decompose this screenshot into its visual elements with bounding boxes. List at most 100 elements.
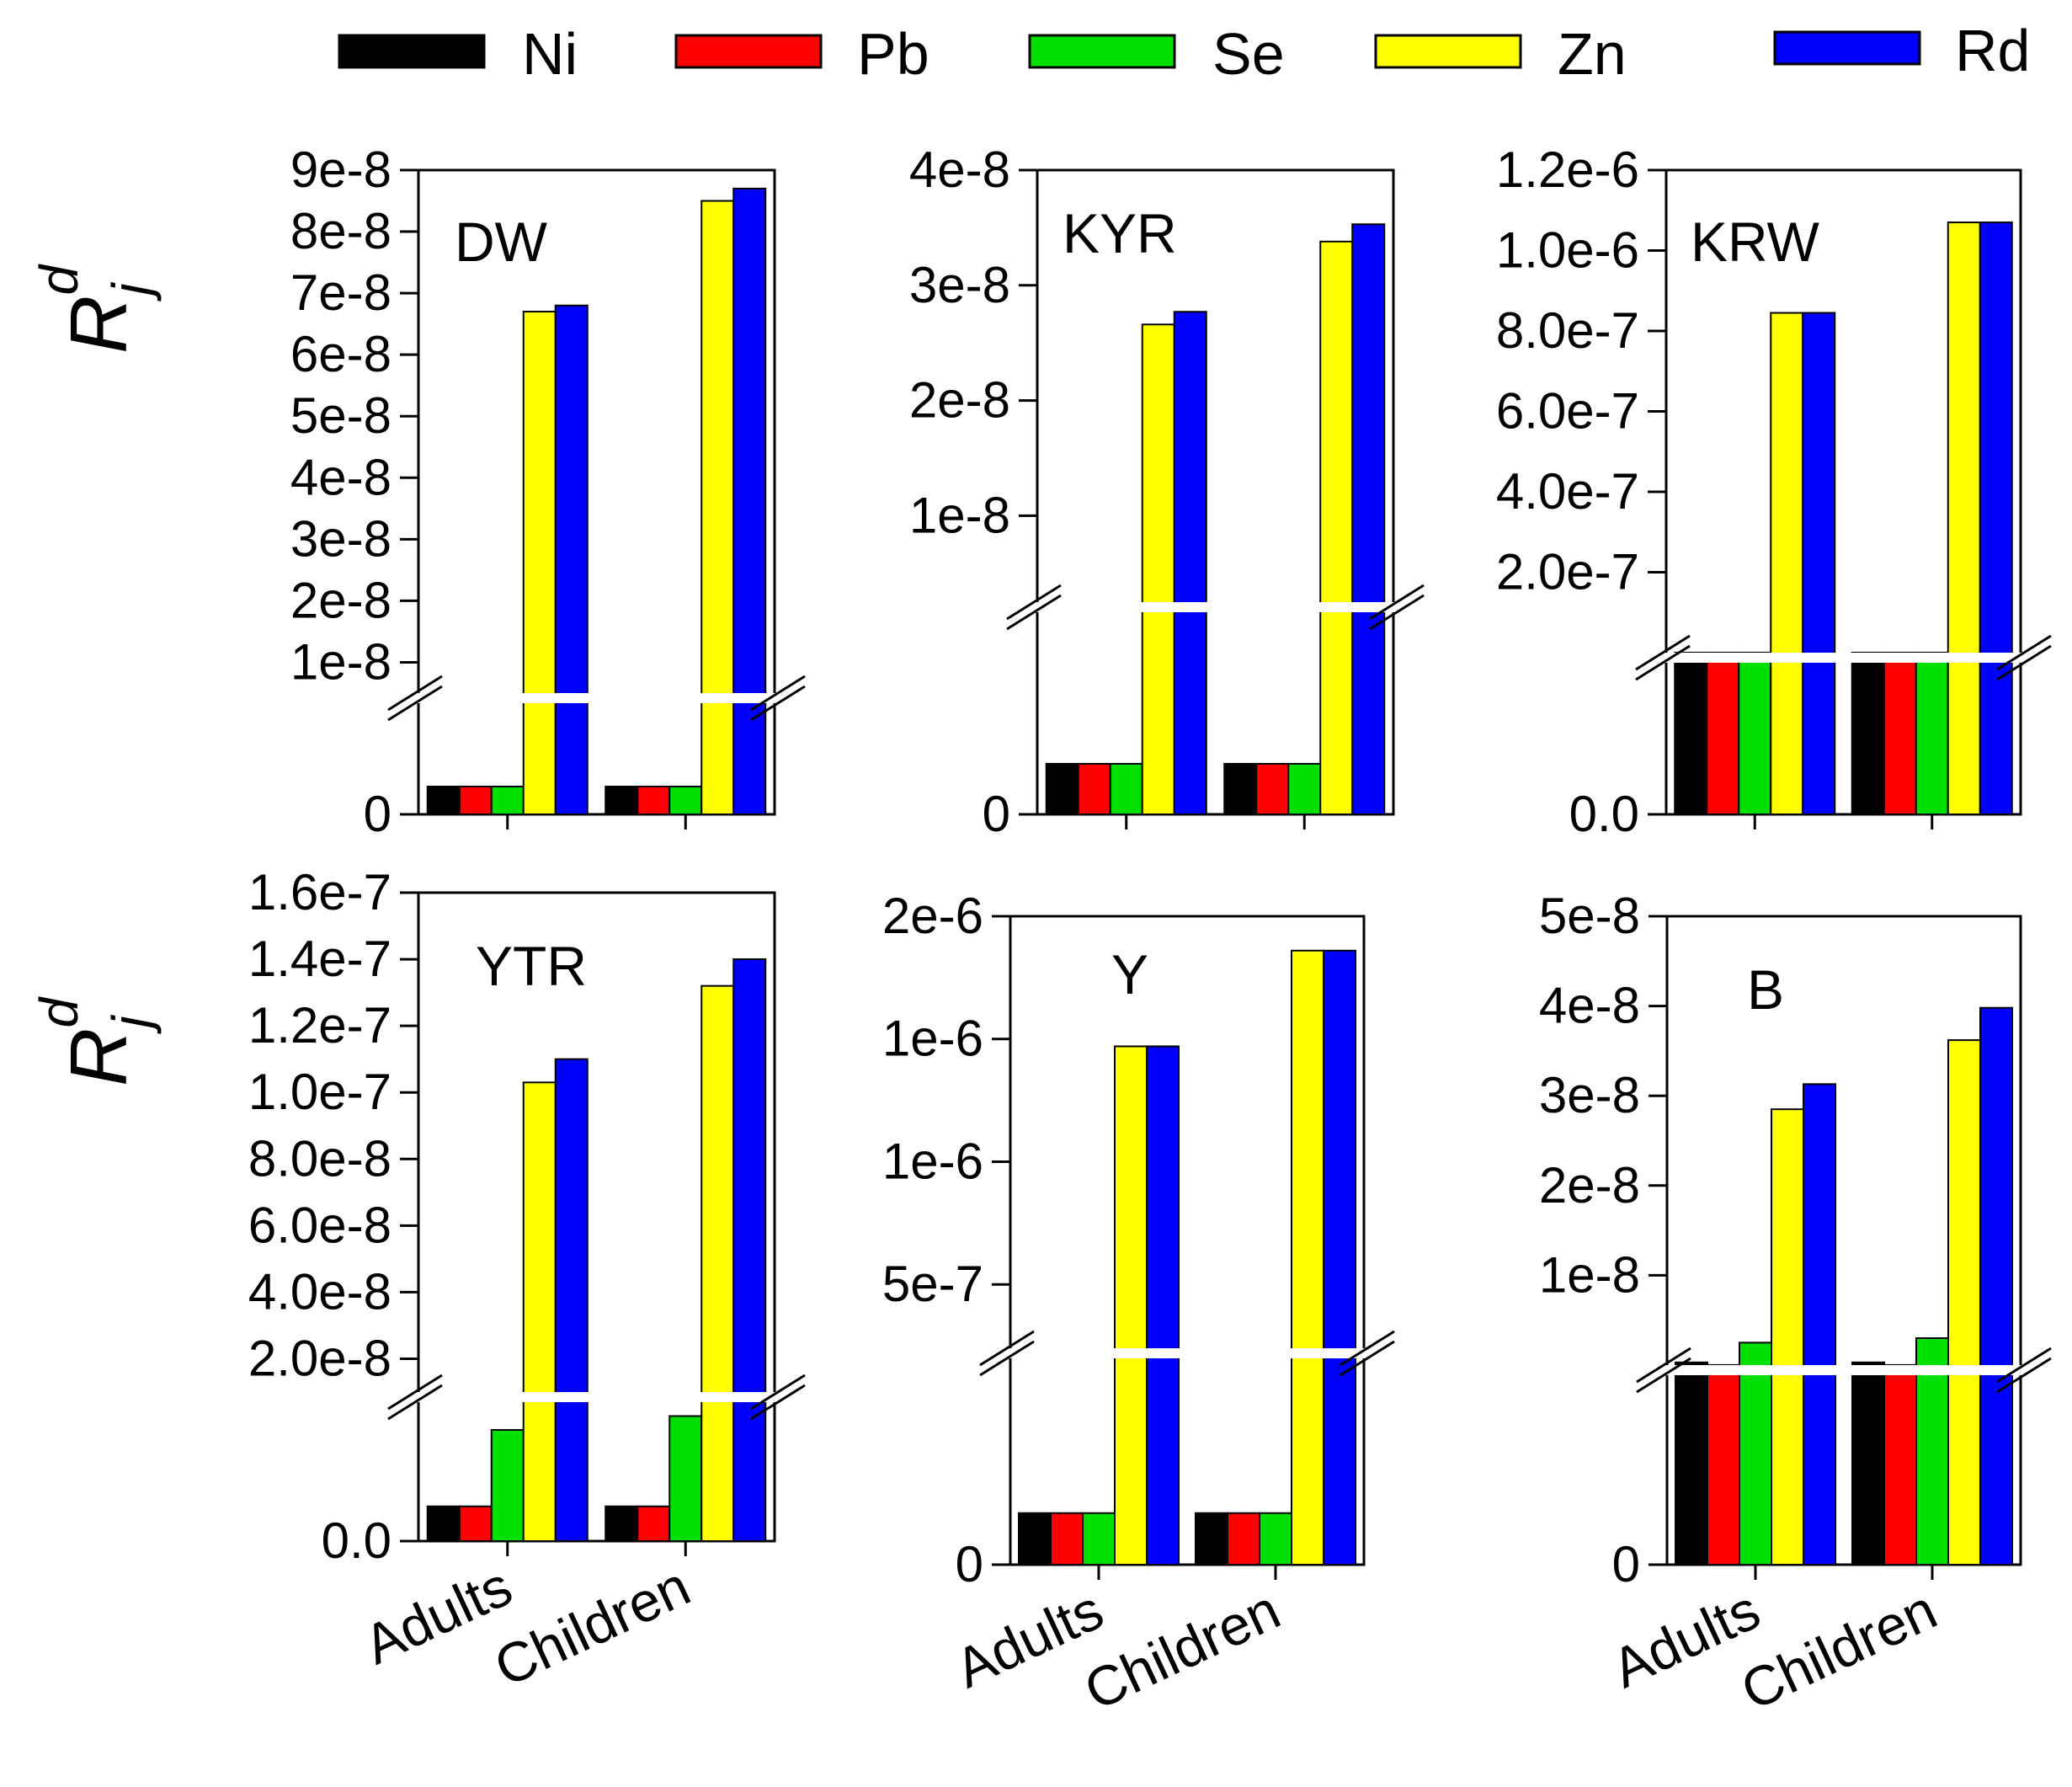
y-tick-label: 3e-8 xyxy=(1539,1067,1640,1123)
y-tick-label: 0 xyxy=(364,786,391,842)
panel-kyr: 0 1e-8 2e-8 3e-8 4e-8 KYR xyxy=(909,141,1425,842)
axis-break-mark xyxy=(1635,634,1691,671)
y-tick-label: 8e-8 xyxy=(290,203,391,259)
y-tick-label: 8.0e-7 xyxy=(1496,302,1639,359)
y-tick-label: 6e-8 xyxy=(290,326,391,382)
legend-swatch-ni xyxy=(338,34,486,69)
bar-children-pb xyxy=(1255,763,1290,815)
y-tick-label: 0 xyxy=(956,1536,983,1592)
bar-adults-ni xyxy=(426,1505,461,1542)
bar-children-rd xyxy=(1979,221,2013,815)
y-tick-label: 5e-8 xyxy=(290,387,391,444)
bar-adults-se xyxy=(490,786,525,815)
bar-children-ni xyxy=(1195,1512,1228,1566)
y-tick-label: 4.0e-7 xyxy=(1496,463,1639,520)
bar-children-zn xyxy=(1947,1039,1981,1566)
bar-adults-rd xyxy=(1173,311,1207,816)
bar-children-zn xyxy=(1291,949,1324,1566)
panel-title: DW xyxy=(455,211,548,273)
bar-adults-pb xyxy=(1706,651,1740,816)
y-tick-label: 8.0e-8 xyxy=(248,1130,391,1187)
axis-break-mark xyxy=(1340,1330,1395,1367)
bar-adults-ni xyxy=(1018,1512,1052,1566)
axis-break-gap xyxy=(1034,602,1397,612)
bar-children-pb xyxy=(637,1505,671,1542)
bar-adults-rd xyxy=(1802,312,1836,815)
bar-adults-rd xyxy=(1146,1045,1180,1566)
panel-dw: 0 1e-82e-83e-84e-85e-86e-87e-88e-89e-8 DW xyxy=(290,141,806,842)
bar-adults-rd xyxy=(554,304,589,815)
y-tick-label: 4e-8 xyxy=(290,449,391,505)
plot-frame xyxy=(1009,915,1366,1566)
y-tick-label: 0 xyxy=(1612,1536,1640,1592)
legend-swatch-se xyxy=(1028,34,1176,69)
y-tick-label: 1e-8 xyxy=(909,487,1010,543)
bar-children-se xyxy=(668,786,703,815)
bar-adults-se xyxy=(1109,763,1143,815)
plot-frame xyxy=(417,168,776,816)
axis-break-mark xyxy=(1996,644,2052,681)
bar-children-ni xyxy=(1851,651,1885,816)
bar-children-se xyxy=(1915,651,1949,816)
legend-swatch-pb xyxy=(674,34,823,69)
axis-break-mark xyxy=(750,1374,806,1411)
bar-adults-ni xyxy=(1675,1361,1708,1566)
y-tick-label: 1e-6 xyxy=(882,1011,983,1067)
panel-title: B xyxy=(1747,958,1784,1021)
y-tick-label: 1.2e-6 xyxy=(1496,141,1639,198)
bar-adults-zn xyxy=(1771,1108,1804,1566)
y-tick-label: 1.0e-7 xyxy=(248,1064,391,1120)
bar-children-ni xyxy=(605,786,639,815)
axis-break-mark xyxy=(1369,584,1425,621)
bar-children-zn xyxy=(1947,221,1981,815)
bar-adults-ni xyxy=(1045,763,1079,815)
bar-children-rd xyxy=(1979,1006,2013,1566)
bar-adults-pb xyxy=(1077,763,1111,815)
legend-label-se: Se xyxy=(1212,21,1285,87)
category-label-children: Children xyxy=(1075,1578,1289,1722)
chart-panels: 01e-82e-83e-84e-85e-86e-87e-88e-89e-8DW0… xyxy=(248,141,2052,1722)
panel-title: KRW xyxy=(1691,211,1819,273)
axis-break-mark xyxy=(750,685,806,722)
category-label-children: Children xyxy=(1732,1578,1946,1722)
axis-break-mark xyxy=(979,1330,1035,1367)
bar-adults-zn xyxy=(1114,1045,1148,1566)
y-axis-label-row-1: Rjd xyxy=(29,263,162,354)
bar-children-se xyxy=(1915,1337,1949,1566)
y-tick-label: 5e-8 xyxy=(1539,888,1640,944)
bar-adults-rd xyxy=(1803,1083,1836,1566)
legend-label-rd: Rd xyxy=(1955,18,2030,83)
bar-children-zn xyxy=(1319,240,1354,816)
bar-adults-pb xyxy=(458,1505,493,1542)
axis-break-mark xyxy=(1636,1357,1691,1394)
axis-break-mark xyxy=(1996,1347,2052,1384)
axis-break-mark xyxy=(979,1340,1035,1377)
panel-krw: 0.0 2.0e-7 4.0e-7 6.0e-7 8.0e-7 1.0e-6 1.2e-6 K… xyxy=(1496,141,2052,842)
y-tick-label: 2e-8 xyxy=(909,372,1010,429)
axis-break-mark xyxy=(1369,594,1425,631)
axis-break-gap xyxy=(1007,1348,1367,1358)
bar-adults-se xyxy=(1738,651,1772,816)
bar-children-pb xyxy=(1883,1363,1917,1566)
bar-adults-zn xyxy=(1141,323,1175,815)
axis-break-mark xyxy=(1996,1357,2052,1394)
y-tick-label: 4e-8 xyxy=(909,141,1010,198)
bar-children-zn xyxy=(700,984,735,1542)
y-tick-label: 7e-8 xyxy=(290,264,391,321)
bar-children-zn xyxy=(700,200,735,815)
axis-break-mark xyxy=(387,685,443,722)
bar-children-pb xyxy=(1227,1512,1260,1566)
axis-break-gap xyxy=(1664,1365,2024,1375)
y-tick-label: 9e-8 xyxy=(290,141,391,198)
y-axis-label-row-2: Rjd xyxy=(29,995,162,1086)
axis-break-mark xyxy=(387,1374,443,1411)
axis-break-mark xyxy=(1006,594,1062,631)
panel-title: Y xyxy=(1111,943,1148,1006)
axis-break-mark xyxy=(387,1384,443,1421)
y-tick-label: 2e-6 xyxy=(882,888,983,944)
bar-children-pb xyxy=(637,786,671,815)
category-label-children: Children xyxy=(485,1555,699,1699)
axis-break-mark xyxy=(1006,584,1062,621)
